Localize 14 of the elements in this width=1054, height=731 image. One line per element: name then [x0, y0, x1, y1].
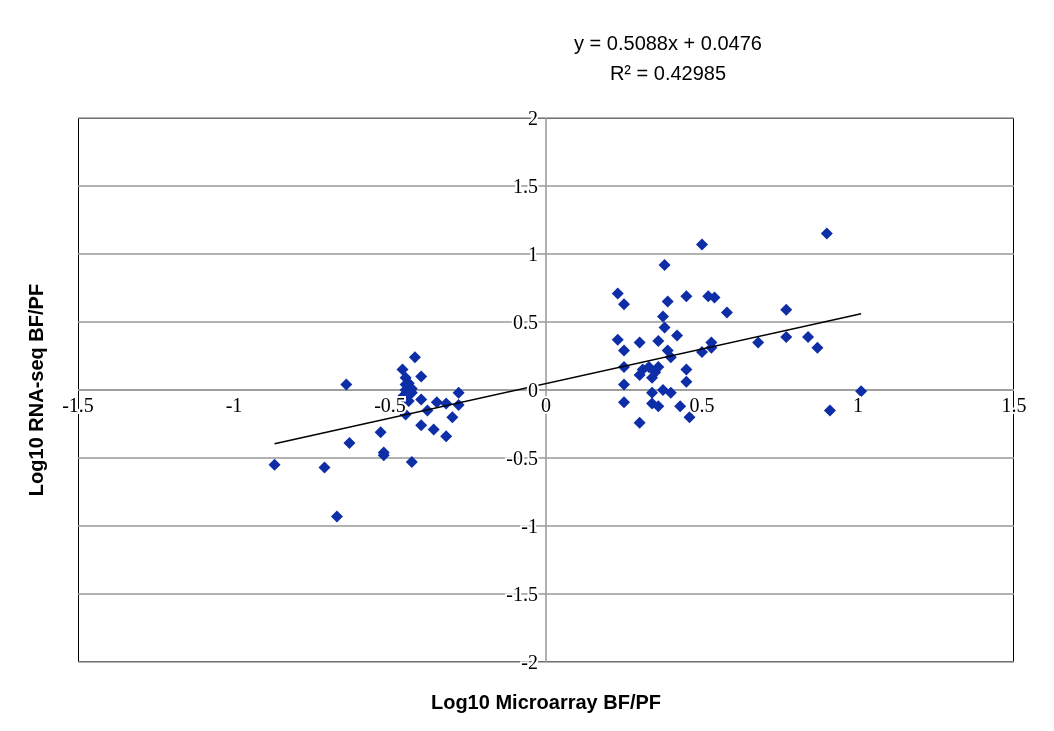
y-tick-label: -1.5	[506, 583, 538, 605]
x-tick-label: 1	[853, 394, 863, 416]
y-tick-label: -0.5	[506, 447, 538, 469]
x-tick-label: -0.5	[374, 394, 406, 416]
y-axis-title: Log10 RNA-seq BF/PF	[24, 283, 48, 497]
x-tick-label: -1	[225, 394, 243, 416]
y-tick-label: 1	[528, 243, 538, 265]
text: R² = 0.42985	[608, 61, 728, 86]
y-tick-label: -1	[521, 515, 538, 537]
y-tick-label: 0.5	[513, 311, 538, 333]
x-tick-label: 0.5	[689, 394, 715, 416]
x-axis-title: Log10 Microarray BF/PF	[429, 691, 663, 714]
text: y = 0.5088x + 0.0476	[573, 31, 763, 56]
y-tick-label: 1.5	[513, 175, 538, 197]
